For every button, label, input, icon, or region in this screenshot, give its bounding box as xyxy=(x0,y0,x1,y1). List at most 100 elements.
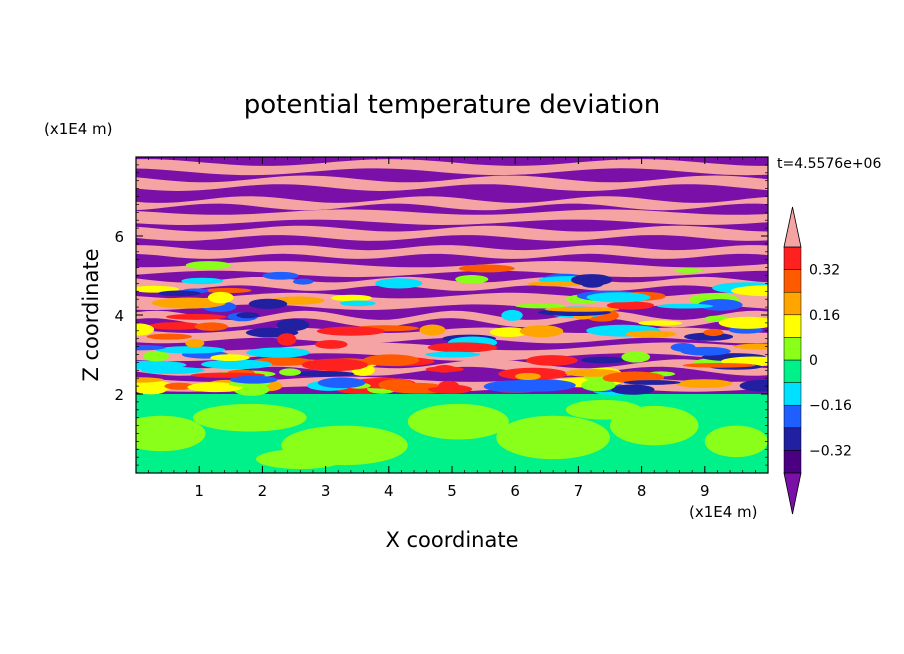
turbulent-streak xyxy=(246,347,310,358)
turbulent-streak xyxy=(674,268,703,273)
lower-layer-blob xyxy=(704,425,768,458)
turbulent-streak xyxy=(606,301,655,310)
y-tick-label: 6 xyxy=(114,228,124,246)
colorbar-swatch xyxy=(783,337,802,361)
upper-band xyxy=(136,175,768,191)
y-tick-label: 4 xyxy=(114,307,124,325)
colorbar-swatch xyxy=(783,359,802,383)
turbulent-streak xyxy=(181,277,224,285)
turbulent-streak xyxy=(314,340,348,349)
y-unit-label: (x1E4 m) xyxy=(44,120,113,138)
turbulent-streak xyxy=(501,309,523,321)
turbulent-streak xyxy=(277,333,297,346)
x-tick-label: 2 xyxy=(258,482,268,500)
colorbar-tick-label: 0.32 xyxy=(809,263,840,279)
upper-band xyxy=(136,261,768,278)
x-tick-label: 9 xyxy=(700,482,710,500)
time-label: t=4.5576e+06 xyxy=(777,156,881,172)
colorbar-tick-label: −0.32 xyxy=(809,443,852,459)
turbulent-streak xyxy=(581,379,616,392)
turbulent-streak xyxy=(201,359,273,370)
turbulent-streak xyxy=(425,366,464,373)
turbulent-streak xyxy=(489,327,529,337)
turbulent-streak xyxy=(204,287,252,294)
colorbar-tick-label: 0 xyxy=(809,353,818,369)
turbulent-streak xyxy=(236,312,260,319)
turbulent-streak xyxy=(682,362,756,368)
turbulent-streak xyxy=(155,346,226,354)
x-tick-label: 5 xyxy=(447,482,457,500)
colorbar-swatch xyxy=(783,382,802,406)
lower-layer-blob xyxy=(496,415,610,460)
turbulent-streak xyxy=(526,355,578,366)
chart-title: potential temperature deviation xyxy=(244,90,660,120)
turbulent-streak xyxy=(185,339,205,348)
turbulent-streak xyxy=(438,380,460,391)
turbulent-streak xyxy=(276,318,310,332)
turbulent-streak xyxy=(458,264,515,273)
turbulent-streak xyxy=(301,358,368,372)
turbulent-streak xyxy=(698,299,743,311)
x-axis: 1 2 3 4 5 6 7 8 9 xyxy=(148,157,769,500)
turbulent-streak xyxy=(544,307,620,312)
lower-layer-blob xyxy=(192,403,307,432)
turbulent-streak xyxy=(136,344,166,351)
turbulent-streak xyxy=(248,298,288,310)
turbulent-streak xyxy=(675,379,733,388)
turbulent-streak xyxy=(339,300,376,307)
turbulent-streak xyxy=(398,382,440,389)
colorbar-swatch xyxy=(783,291,802,316)
turbulent-streak xyxy=(375,278,423,289)
x-unit-label: (x1E4 m) xyxy=(689,503,758,521)
turbulent-streak xyxy=(194,322,228,331)
x-tick-label: 1 xyxy=(194,482,204,500)
turbulent-streak xyxy=(229,375,278,384)
turbulent-streak xyxy=(680,346,731,356)
colorbar-tick-label: 0.16 xyxy=(809,308,840,324)
turbulent-streak xyxy=(291,370,356,377)
y-axis-label: Z coordinate xyxy=(79,248,103,381)
turbulent-streak xyxy=(148,322,204,330)
turbulent-streak xyxy=(279,368,301,376)
contour-field xyxy=(136,157,768,473)
x-tick-label: 6 xyxy=(510,482,520,500)
turbulent-streak xyxy=(455,275,489,284)
turbulent-streak xyxy=(501,379,576,392)
upper-band xyxy=(136,209,768,225)
turbulent-streak xyxy=(143,350,170,362)
x-tick-label: 7 xyxy=(574,482,584,500)
colorbar-swatch xyxy=(783,314,802,338)
colorbar-under-arrow xyxy=(783,472,802,515)
turbulent-streak xyxy=(317,377,366,389)
turbulent-streak xyxy=(292,278,314,285)
turbulent-streak xyxy=(731,285,768,297)
turbulent-streak xyxy=(602,374,624,382)
turbulent-streak xyxy=(207,291,234,304)
upper-band xyxy=(136,159,768,176)
turbulent-streak xyxy=(316,326,385,336)
turbulent-streak xyxy=(625,330,677,338)
turbulent-streak xyxy=(140,366,205,374)
turbulent-streak xyxy=(570,274,613,286)
lower-layer-blob xyxy=(256,449,345,470)
colorbar-swatch xyxy=(783,450,802,474)
turbulent-streak xyxy=(565,368,621,377)
turbulent-streak xyxy=(733,343,768,350)
turbulent-streak xyxy=(623,380,681,385)
turbulent-streak xyxy=(656,303,714,309)
turbulent-streak xyxy=(515,372,541,381)
turbulent-streak xyxy=(586,292,651,303)
turbulent-streak xyxy=(527,281,587,287)
lower-layer-blob xyxy=(136,415,206,452)
turbulent-streak xyxy=(262,271,299,280)
turbulent-streak xyxy=(136,323,155,336)
turbulent-streak xyxy=(151,297,226,309)
y-tick-label: 2 xyxy=(114,386,124,404)
turbulent-streak xyxy=(703,328,724,337)
turbulent-streak xyxy=(331,294,373,302)
y-axis: 2 4 6 xyxy=(114,164,768,466)
turbulent-streak xyxy=(718,316,768,329)
turbulent-streak xyxy=(146,333,192,340)
colorbar-swatch xyxy=(783,269,802,293)
